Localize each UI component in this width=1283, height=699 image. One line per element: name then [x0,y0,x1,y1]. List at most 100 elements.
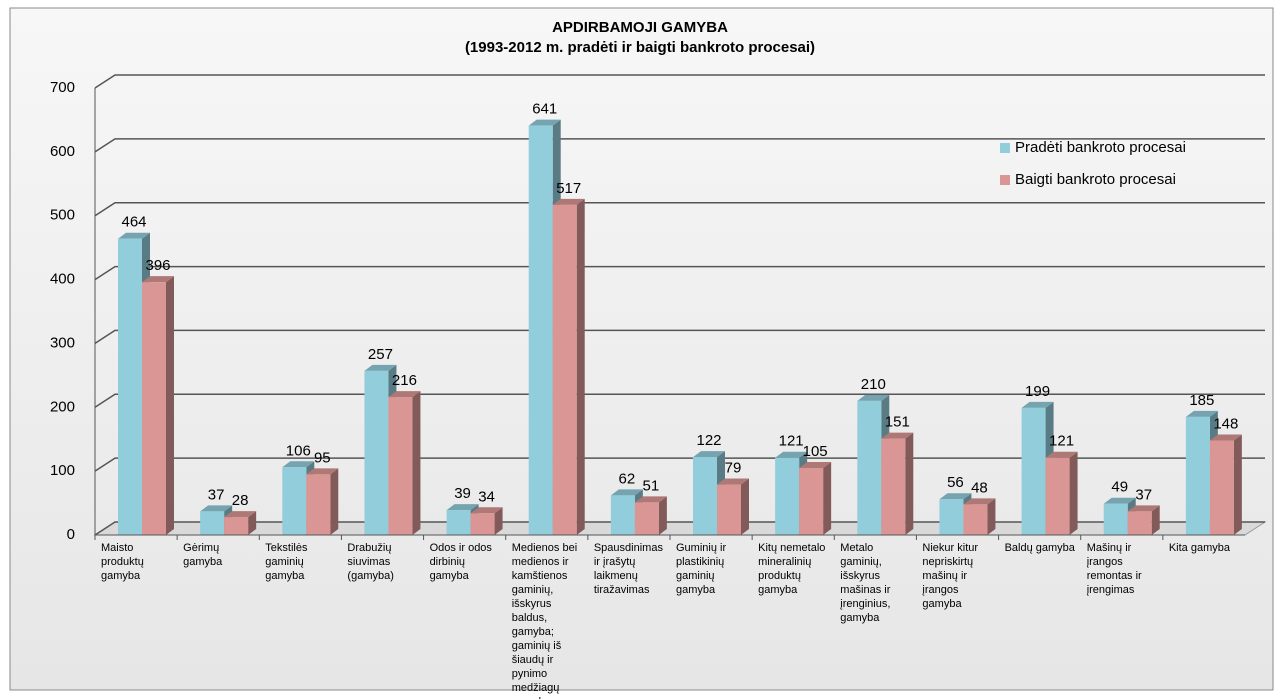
bar [881,438,906,535]
bar-side [248,511,257,535]
x-tick-label: Baldų gamyba [1004,542,1075,554]
data-label: 122 [696,432,721,449]
bar-side [987,498,996,535]
data-label: 62 [619,470,636,487]
data-label: 641 [532,101,557,118]
bar [1185,416,1210,535]
bar [1045,457,1070,535]
data-label: 396 [145,257,170,274]
data-label: 185 [1189,392,1214,409]
grid-line [94,329,1265,345]
bar [388,397,413,535]
bar-top [224,511,257,518]
y-tick-label: 200 [50,398,75,415]
bar [552,204,577,535]
bar [446,510,471,535]
bar [200,511,225,535]
data-label: 37 [208,486,225,503]
bar-side [1233,434,1242,535]
bar-side [166,276,174,535]
data-label: 34 [478,488,495,505]
data-label: 121 [779,433,804,450]
legend-swatch [1000,143,1010,153]
x-tick-label: Kitų nemetalo mineralinių produktų gamyb… [758,542,826,596]
bar-top [470,507,503,514]
bar-top [1209,434,1242,441]
data-label: 56 [947,474,964,491]
x-tick-label: Metalo gaminių, išskyrus mašinas ir įren… [840,542,891,624]
y-tick-label: 400 [50,271,75,288]
bar [282,467,307,535]
bar [857,400,882,535]
bar-side [823,461,832,535]
data-label: 95 [314,449,331,466]
y-tick-label: 700 [50,79,75,96]
grid-line [94,201,1265,217]
legend-label: Baigti bankroto procesai [1015,171,1176,188]
bar-top [200,505,233,512]
bar-top [1045,451,1078,458]
bar-top [388,391,421,398]
bar-top [282,461,315,468]
data-label: 37 [1135,486,1152,503]
bar-side [905,432,914,535]
data-label: 48 [971,479,988,496]
chart-title: APDIRBAMOJI GAMYBA [552,19,728,36]
bar-top [1021,401,1054,408]
x-tick-label: Kita gamyba [1168,542,1230,554]
data-label: 105 [803,443,828,460]
x-tick-label: Niekur kitur nepriskirtų mašinų ir įrang… [922,542,979,610]
bar [610,495,635,535]
bar-top [634,496,667,503]
bar-top [528,119,561,126]
y-tick-label: 300 [50,334,75,351]
bar [142,282,166,535]
data-label: 51 [643,477,660,494]
y-tick-label: 0 [67,526,75,543]
bar-side [576,198,585,535]
bar-top [306,468,339,475]
data-label: 79 [725,460,742,477]
bar-side [658,496,667,535]
chart-subtitle: (1993-2012 m. pradėti ir baigti bankroto… [465,39,815,56]
bar [1103,503,1128,535]
bar [939,499,964,535]
grid-line [94,138,1265,153]
x-tick-label: Medienos bei medienos ir kamštienos gami… [511,542,578,699]
data-label: 199 [1025,383,1050,400]
x-tick-label: Tekstilės gaminių gamyba [265,542,308,582]
bar-top [939,493,972,500]
bar [799,467,824,535]
y-tick-label: 100 [50,462,75,479]
floor [93,521,1267,536]
grid-line [94,393,1265,408]
data-label: 464 [121,214,146,231]
bar [306,474,331,535]
bar-top [142,276,174,283]
bar [224,517,249,535]
bar-side [330,468,339,535]
data-label: 210 [861,376,886,393]
bar-top [693,451,725,458]
data-label: 49 [1111,479,1128,496]
x-tick-label: Maisto produktų gamyba [101,542,144,582]
legend-swatch [1000,175,1010,185]
bar [717,484,741,535]
bar [364,370,389,535]
bar-top [552,198,585,205]
x-tick-label: Gėrimų gamyba [183,542,223,568]
data-label: 39 [454,485,471,502]
bar [693,457,717,535]
data-label: 121 [1049,433,1074,450]
y-tick-label: 500 [50,207,75,224]
bar-side [1069,451,1078,535]
bar-top [1185,410,1218,417]
x-tick-label: Guminių ir plastikinių gaminių gamyba [676,542,727,596]
bar [1021,407,1046,535]
x-tick-label: Drabužių siuvimas (gamyba) [347,542,394,582]
bar-side [741,478,749,535]
data-label: 216 [392,372,417,389]
x-tick-label: Odos ir odos dirbinių gamyba [429,542,492,582]
